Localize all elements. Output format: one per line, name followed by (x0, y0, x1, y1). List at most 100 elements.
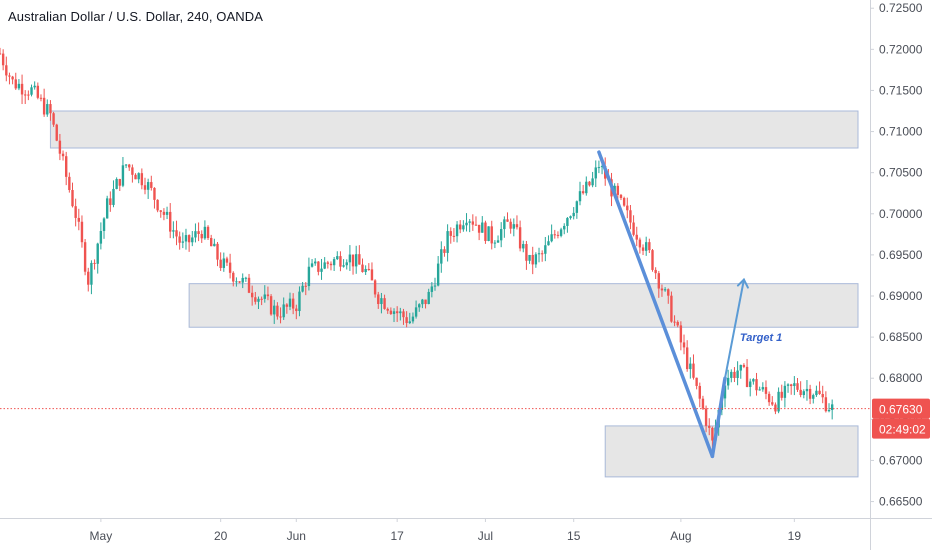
price-tick-label: 0.69000 (879, 289, 923, 303)
support-zone-lower (604, 425, 859, 478)
candle-body (531, 254, 534, 265)
candle-body (622, 197, 626, 206)
candle-body (156, 199, 159, 211)
time-tick-label: 20 (214, 529, 228, 543)
candle-body (689, 363, 692, 370)
candle-body (758, 389, 761, 391)
candle-body (547, 241, 550, 246)
candle-body (263, 294, 266, 299)
price-tick-label: 0.69500 (879, 248, 923, 262)
candle-body (446, 231, 449, 253)
candle-body (774, 404, 777, 412)
candle-body (105, 198, 109, 219)
candle-body (635, 234, 638, 240)
candle-body (121, 165, 125, 186)
candle-body (704, 408, 708, 426)
candle-body (339, 256, 342, 267)
candle-body (553, 234, 556, 236)
candle-body (493, 242, 497, 244)
candle-body (225, 258, 229, 263)
candle-body (764, 387, 768, 394)
candle-body (597, 167, 601, 169)
recovery-line (710, 376, 727, 459)
candle-body (87, 271, 90, 285)
candle-body (632, 222, 635, 235)
candle-body (216, 243, 219, 260)
candle-body (266, 294, 270, 297)
candle-body (708, 425, 711, 428)
time-tick-label: 15 (567, 529, 581, 543)
candle-body (213, 243, 216, 247)
candle-body (235, 281, 238, 283)
candle-body (685, 347, 689, 370)
candle-body (364, 268, 367, 273)
candle-body (68, 176, 71, 191)
candle-body (496, 240, 500, 243)
candle-body (254, 297, 257, 302)
candle-body (345, 262, 348, 266)
candle-body (563, 225, 566, 230)
candle-body (74, 206, 77, 218)
candle-body (367, 268, 371, 270)
candle-body (30, 87, 33, 95)
candle-body (749, 381, 752, 387)
candle-body (282, 304, 285, 318)
candle-body (194, 231, 197, 238)
candle-body (178, 236, 181, 243)
candle-body (143, 185, 147, 190)
candle-body (452, 235, 456, 237)
candle-body (518, 227, 522, 249)
candle-body (351, 254, 355, 267)
candle-body (197, 231, 200, 234)
candle-body (329, 263, 333, 266)
candle-body (660, 288, 664, 291)
candle-body (468, 221, 471, 223)
candle-body (559, 229, 563, 236)
candle-body (487, 226, 490, 241)
candle-body (137, 173, 140, 180)
candle-body (24, 94, 27, 96)
candle-body (477, 224, 481, 233)
candle-body (821, 393, 824, 398)
candle-body (761, 387, 765, 390)
candle-body (537, 253, 541, 255)
candle-body (550, 234, 553, 242)
candle-body (641, 247, 645, 251)
candle-body (247, 277, 251, 293)
candle-body (544, 245, 547, 254)
candle-body (80, 221, 84, 243)
price-tick-label: 0.66500 (879, 495, 923, 509)
candle-body (181, 241, 185, 243)
candle-body (629, 210, 632, 223)
candle-body (723, 385, 727, 399)
candle-body (780, 391, 783, 398)
candle-body (146, 182, 150, 190)
candle-body (786, 384, 790, 386)
candle-body (503, 219, 506, 230)
candle-body (534, 254, 538, 265)
candle-body (276, 305, 279, 317)
candle-body (789, 384, 793, 387)
candle-body (701, 398, 705, 409)
candle-body (8, 75, 11, 77)
candle-body (377, 294, 380, 305)
candle-body (440, 249, 443, 264)
candle-body (421, 299, 424, 305)
candle-body (827, 410, 831, 412)
candle-body (380, 298, 383, 305)
candle-body (285, 304, 289, 307)
candle-body (99, 231, 103, 244)
candle-body (578, 191, 582, 202)
candle-body (783, 385, 787, 398)
candle-body (383, 298, 386, 309)
candle-body (433, 285, 437, 287)
candle-body (317, 261, 320, 272)
candle-body (301, 285, 304, 292)
candle-body (736, 370, 739, 378)
candle-body (698, 385, 701, 399)
candle-body (771, 402, 774, 405)
candle-body (566, 218, 569, 226)
candle-body (796, 383, 799, 390)
